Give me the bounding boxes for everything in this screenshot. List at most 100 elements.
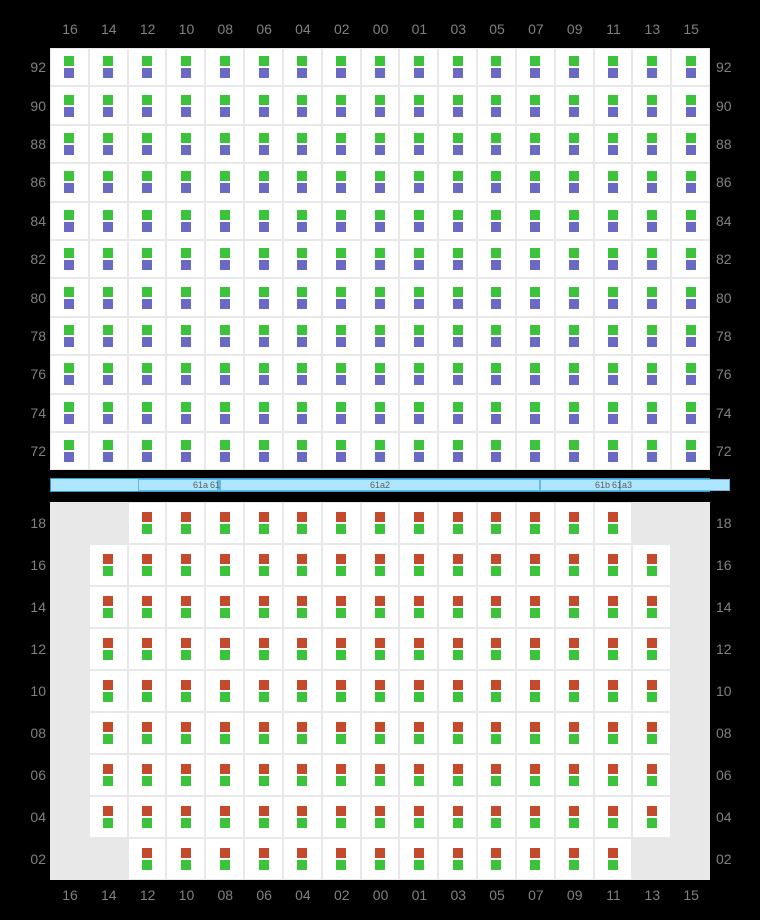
marker-bottom	[181, 524, 191, 534]
marker-top	[220, 133, 230, 143]
marker-bottom	[530, 608, 540, 618]
col-label: 01	[399, 888, 439, 902]
grid-cell	[671, 48, 710, 86]
marker-top	[530, 596, 540, 606]
marker-top	[647, 287, 657, 297]
marker-bottom	[569, 860, 579, 870]
divider-label: 61a3	[612, 480, 632, 490]
grid-cell	[671, 394, 710, 432]
blank-cell	[671, 628, 710, 670]
marker-top	[414, 764, 424, 774]
grid-cell	[516, 432, 555, 470]
marker-top	[259, 554, 269, 564]
marker-bottom	[259, 608, 269, 618]
marker-bottom	[336, 414, 346, 424]
row-label: 88	[716, 137, 742, 151]
grid-cell	[477, 838, 516, 880]
marker-top	[297, 596, 307, 606]
marker-bottom	[375, 260, 385, 270]
grid-cell	[283, 355, 322, 393]
marker-bottom	[297, 337, 307, 347]
marker-bottom	[491, 860, 501, 870]
blank-cell	[671, 670, 710, 712]
grid-cell	[205, 355, 244, 393]
grid-cell	[399, 544, 438, 586]
marker-bottom	[530, 337, 540, 347]
grid-cell	[128, 394, 167, 432]
marker-top	[453, 210, 463, 220]
marker-top	[220, 596, 230, 606]
marker-top	[414, 171, 424, 181]
grid-cell	[322, 240, 361, 278]
marker-top	[608, 402, 618, 412]
marker-bottom	[103, 734, 113, 744]
grid-cell	[477, 796, 516, 838]
marker-bottom	[530, 566, 540, 576]
row-label: 08	[716, 726, 742, 740]
marker-bottom	[569, 68, 579, 78]
grid-cell	[244, 670, 283, 712]
marker-top	[103, 402, 113, 412]
marker-bottom	[491, 375, 501, 385]
marker-bottom	[103, 414, 113, 424]
marker-bottom	[569, 414, 579, 424]
marker-bottom	[142, 222, 152, 232]
grid-cell	[283, 754, 322, 796]
marker-bottom	[686, 260, 696, 270]
marker-bottom	[686, 68, 696, 78]
grid-cell	[322, 125, 361, 163]
grid-cell	[205, 754, 244, 796]
marker-bottom	[647, 452, 657, 462]
marker-top	[569, 440, 579, 450]
marker-bottom	[414, 776, 424, 786]
marker-bottom	[142, 524, 152, 534]
grid-cell	[89, 628, 128, 670]
grid-cell	[361, 240, 400, 278]
marker-bottom	[103, 692, 113, 702]
divider-label: 61b	[595, 480, 610, 490]
grid-cell	[555, 394, 594, 432]
marker-top	[103, 210, 113, 220]
marker-bottom	[259, 414, 269, 424]
marker-bottom	[103, 260, 113, 270]
grid-cell	[438, 502, 477, 544]
marker-bottom	[530, 260, 540, 270]
marker-top	[608, 638, 618, 648]
grid-cell	[166, 796, 205, 838]
marker-bottom	[336, 566, 346, 576]
grid-cell	[361, 432, 400, 470]
marker-bottom	[453, 776, 463, 786]
grid-cell	[283, 278, 322, 316]
grid-cell	[632, 317, 671, 355]
marker-bottom	[686, 414, 696, 424]
marker-top	[647, 56, 657, 66]
grid-cell	[89, 86, 128, 124]
grid-cell	[283, 48, 322, 86]
grid-cell	[361, 86, 400, 124]
grid-cell	[205, 544, 244, 586]
marker-top	[414, 554, 424, 564]
row-label: 82	[716, 252, 742, 266]
marker-top	[414, 722, 424, 732]
grid-cell	[166, 544, 205, 586]
marker-bottom	[608, 222, 618, 232]
marker-top	[336, 210, 346, 220]
marker-top	[375, 325, 385, 335]
marker-bottom	[181, 692, 191, 702]
marker-bottom	[259, 734, 269, 744]
marker-bottom	[259, 524, 269, 534]
marker-top	[181, 440, 191, 450]
marker-top	[453, 722, 463, 732]
grid-cell	[516, 712, 555, 754]
marker-top	[259, 248, 269, 258]
col-label: 07	[516, 888, 556, 902]
grid-cell	[594, 754, 633, 796]
marker-top	[375, 402, 385, 412]
grid-cell	[594, 48, 633, 86]
marker-bottom	[647, 608, 657, 618]
marker-bottom	[297, 524, 307, 534]
marker-bottom	[297, 692, 307, 702]
marker-top	[220, 248, 230, 258]
row-label: 14	[20, 600, 46, 614]
grid-cell	[632, 712, 671, 754]
